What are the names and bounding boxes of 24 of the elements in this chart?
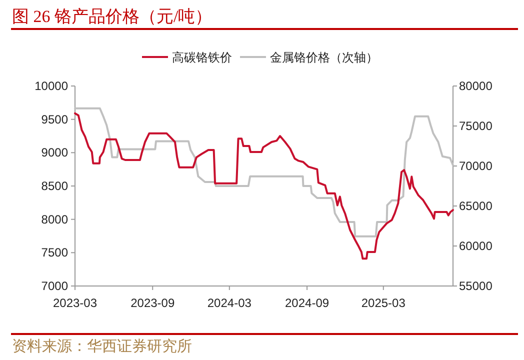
- y2-tick-label: 65000: [459, 199, 493, 213]
- line-series: [74, 107, 454, 238]
- y-tick-label: 9500: [41, 112, 68, 126]
- y-tick-label: 7000: [41, 279, 68, 293]
- y-tick-label: 10000: [34, 79, 68, 93]
- x-tick-label: 2023-03: [52, 296, 98, 310]
- chart-title: 图 26 铬产品价格（元/吨）: [12, 7, 212, 26]
- y2-tick-label: 80000: [459, 79, 493, 93]
- y2-tick-label: 55000: [459, 279, 493, 293]
- x-tick-label: 2024-09: [285, 296, 330, 310]
- x-tick-label: 2023-09: [130, 296, 175, 310]
- legend-label: 高碳铬铁价: [172, 50, 232, 64]
- y-tick-label: 8000: [41, 212, 68, 226]
- legend-label: 金属铬价格（次轴）: [270, 50, 378, 64]
- y2-tick-label: 75000: [459, 119, 493, 133]
- y-tick-label: 9000: [41, 146, 68, 160]
- x-tick-label: 2025-03: [361, 296, 406, 310]
- line-series: [74, 112, 454, 260]
- y2-tick-label: 60000: [459, 239, 493, 253]
- x-tick-label: 2024-03: [207, 296, 252, 310]
- y2-tick-label: 70000: [459, 159, 493, 173]
- y-tick-label: 7500: [41, 246, 68, 260]
- y-tick-label: 8500: [41, 179, 68, 193]
- text: 资料来源：华西证券研究所: [12, 338, 192, 355]
